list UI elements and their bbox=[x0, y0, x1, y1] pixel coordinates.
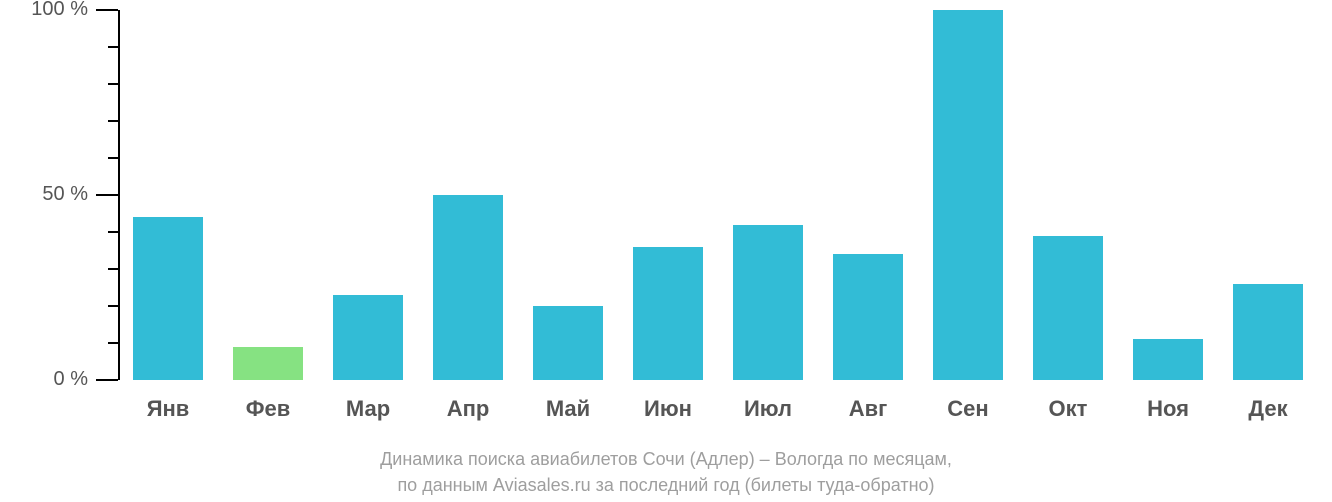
x-tick-label: Апр bbox=[418, 396, 518, 422]
x-tick-label: Дек bbox=[1218, 396, 1318, 422]
bar bbox=[933, 10, 1003, 380]
y-minor-tick bbox=[108, 305, 118, 307]
plot-area bbox=[118, 10, 1318, 380]
x-tick-label: Май bbox=[518, 396, 618, 422]
x-tick-label: Окт bbox=[1018, 396, 1118, 422]
y-tick-label: 50 % bbox=[42, 183, 88, 206]
y-minor-tick bbox=[108, 83, 118, 85]
y-tick-label: 100 % bbox=[31, 0, 88, 21]
y-minor-tick bbox=[108, 120, 118, 122]
x-tick-label: Авг bbox=[818, 396, 918, 422]
caption-line: Динамика поиска авиабилетов Сочи (Адлер)… bbox=[0, 446, 1332, 472]
y-minor-tick bbox=[108, 231, 118, 233]
y-major-tick bbox=[96, 379, 118, 381]
bar bbox=[1133, 339, 1203, 380]
bar bbox=[833, 254, 903, 380]
x-tick-label: Ноя bbox=[1118, 396, 1218, 422]
x-tick-label: Фев bbox=[218, 396, 318, 422]
y-major-tick bbox=[96, 194, 118, 196]
x-tick-label: Сен bbox=[918, 396, 1018, 422]
y-major-tick bbox=[96, 9, 118, 11]
y-tick-label: 0 % bbox=[54, 368, 88, 391]
bar bbox=[533, 306, 603, 380]
y-minor-tick bbox=[108, 46, 118, 48]
caption-line: по данным Aviasales.ru за последний год … bbox=[0, 472, 1332, 498]
bar bbox=[1033, 236, 1103, 380]
x-tick-label: Янв bbox=[118, 396, 218, 422]
bar bbox=[333, 295, 403, 380]
x-tick-label: Июл bbox=[718, 396, 818, 422]
y-axis-line bbox=[118, 10, 120, 380]
bar bbox=[733, 225, 803, 380]
x-tick-label: Мар bbox=[318, 396, 418, 422]
y-minor-tick bbox=[108, 157, 118, 159]
bar-chart: Динамика поиска авиабилетов Сочи (Адлер)… bbox=[0, 0, 1332, 502]
bar bbox=[233, 347, 303, 380]
y-minor-tick bbox=[108, 342, 118, 344]
chart-caption: Динамика поиска авиабилетов Сочи (Адлер)… bbox=[0, 446, 1332, 498]
bar bbox=[1233, 284, 1303, 380]
x-tick-label: Июн bbox=[618, 396, 718, 422]
bar bbox=[633, 247, 703, 380]
bar bbox=[133, 217, 203, 380]
y-minor-tick bbox=[108, 268, 118, 270]
bar bbox=[433, 195, 503, 380]
